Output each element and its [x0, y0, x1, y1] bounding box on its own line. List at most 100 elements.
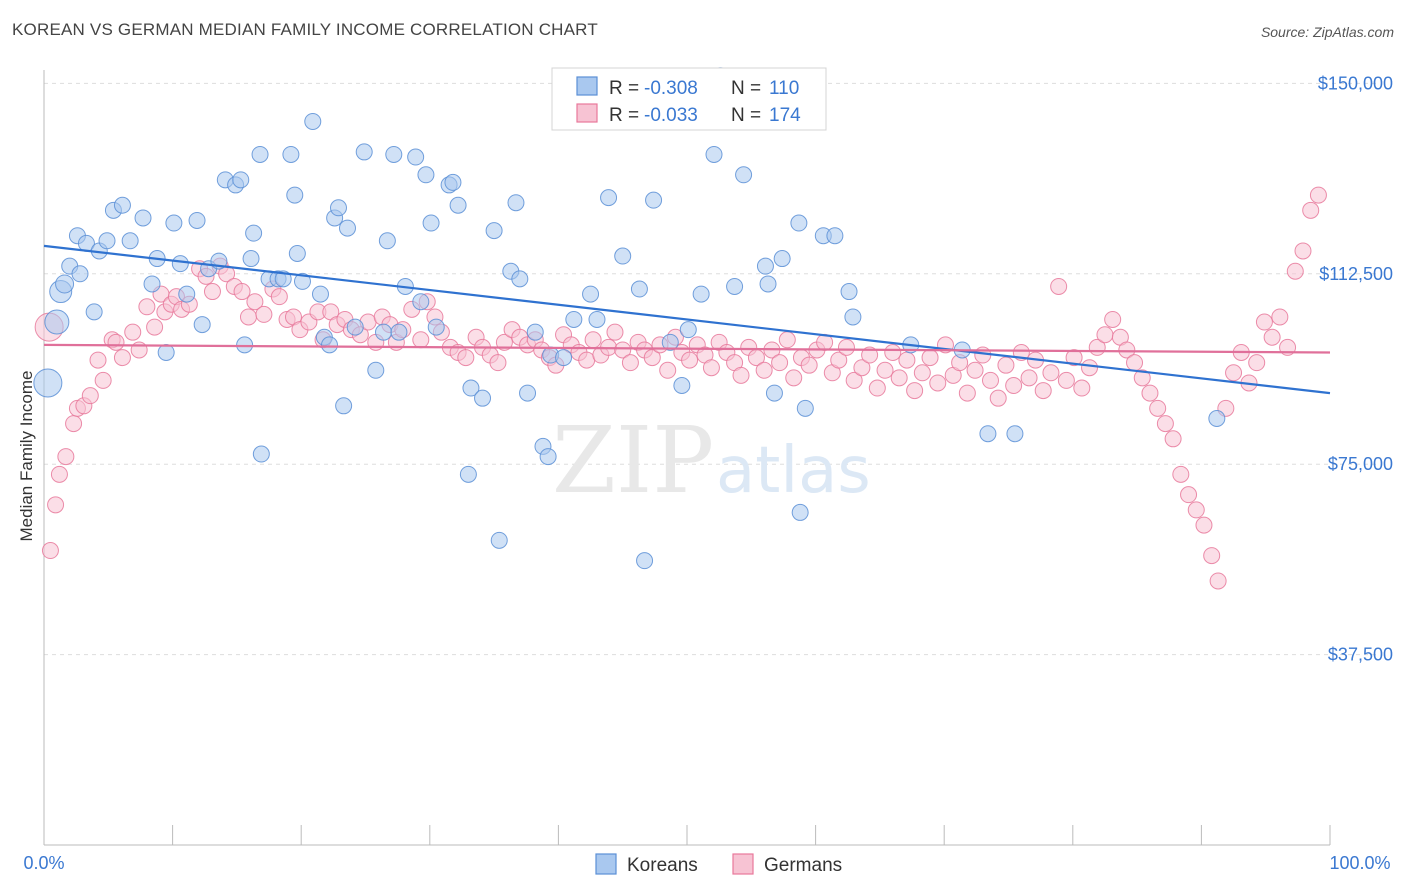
legend-box-frame: [551, 67, 827, 131]
point-germans: [845, 371, 863, 389]
legend-r-label-koreans: R =: [609, 78, 639, 99]
point-germans: [1126, 354, 1144, 372]
trend-line-germans: [43, 343, 1331, 354]
point-koreans: [143, 275, 161, 293]
point-germans: [1203, 547, 1221, 565]
point-germans: [890, 369, 908, 387]
point-koreans: [71, 265, 89, 283]
point-germans: [138, 298, 156, 316]
point-koreans: [630, 280, 648, 298]
x-tick-label-max: 100.0%: [1329, 853, 1390, 873]
y-axis-title: Median Family Income: [17, 370, 36, 541]
point-koreans: [756, 257, 774, 275]
point-germans: [489, 354, 507, 372]
point-germans: [1225, 364, 1243, 382]
point-koreans: [773, 250, 791, 268]
legend-r-label-germans: R =: [609, 105, 639, 126]
point-koreans: [193, 316, 211, 334]
point-koreans: [367, 361, 385, 379]
point-koreans: [462, 379, 480, 397]
point-koreans: [826, 227, 844, 245]
point-koreans: [614, 247, 632, 265]
point-koreans: [251, 145, 269, 163]
point-germans: [113, 349, 131, 367]
point-koreans: [673, 376, 691, 394]
point-koreans: [759, 275, 777, 293]
trend-line-koreans: [43, 244, 1331, 395]
point-koreans: [232, 171, 250, 189]
bottom-legend: Koreans Germans: [595, 853, 842, 876]
bottom-legend-label-germans: Germans: [764, 855, 842, 876]
legend-swatch-koreans: [576, 76, 598, 96]
point-koreans: [790, 214, 808, 232]
point-koreans: [134, 209, 152, 227]
point-koreans: [407, 148, 425, 166]
legend-swatch-germans: [576, 103, 598, 123]
point-koreans: [705, 145, 723, 163]
legend-n-value-koreans: 110: [769, 78, 799, 99]
point-germans: [898, 351, 916, 369]
legend-n-value-germans: 174: [769, 105, 801, 126]
point-koreans: [304, 112, 322, 130]
point-germans: [966, 361, 984, 379]
point-germans: [1081, 359, 1099, 377]
point-koreans: [329, 199, 347, 217]
point-germans: [876, 361, 894, 379]
point-germans: [800, 356, 818, 374]
point-koreans: [765, 384, 783, 402]
point-germans: [412, 331, 430, 349]
point-germans: [1141, 384, 1159, 402]
y-tick-labels: $150,000 $112,500 $75,000 $37,500: [1318, 73, 1393, 664]
point-germans: [233, 283, 251, 301]
point-germans: [1255, 313, 1273, 331]
point-germans: [124, 323, 142, 341]
point-koreans: [385, 145, 403, 163]
point-koreans: [242, 250, 260, 268]
point-koreans: [171, 255, 189, 273]
y-tick-label: $75,000: [1328, 454, 1393, 474]
point-koreans: [121, 232, 139, 250]
point-germans: [681, 351, 699, 369]
point-koreans: [844, 308, 862, 326]
point-koreans: [490, 531, 508, 549]
point-germans: [785, 369, 803, 387]
point-germans: [495, 333, 513, 351]
bottom-legend-swatch-koreans: [595, 853, 617, 875]
point-germans: [1209, 572, 1227, 590]
point-germans: [146, 318, 164, 336]
legend-box: R = -0.308 N = 110 R = -0.033 N = 174: [551, 67, 827, 131]
point-germans: [1065, 349, 1083, 367]
point-koreans: [427, 318, 445, 336]
point-germans: [1309, 186, 1327, 204]
point-koreans: [565, 310, 583, 328]
point-koreans: [293, 272, 311, 290]
point-koreans: [692, 285, 710, 303]
point-koreans: [1006, 425, 1024, 443]
point-germans: [1248, 354, 1266, 372]
point-koreans: [600, 189, 618, 207]
point-germans: [239, 308, 257, 326]
point-koreans: [113, 196, 131, 214]
point-germans: [929, 374, 947, 392]
point-koreans: [735, 166, 753, 184]
point-germans: [57, 448, 75, 466]
point-koreans: [236, 336, 254, 354]
legend-r-value-germans: -0.033: [644, 105, 698, 126]
point-koreans: [252, 445, 270, 463]
point-germans: [107, 333, 125, 351]
point-koreans: [526, 323, 544, 341]
source-credit: Source: ZipAtlas.com: [1260, 24, 1394, 40]
point-koreans: [274, 270, 292, 288]
point-germans: [246, 293, 264, 311]
point-germans: [989, 389, 1007, 407]
point-germans: [868, 379, 886, 397]
point-germans: [47, 496, 65, 514]
point-germans: [41, 542, 59, 560]
point-koreans: [33, 368, 63, 398]
point-germans: [614, 341, 632, 359]
point-koreans: [636, 552, 654, 570]
point-koreans: [378, 232, 396, 250]
point-germans: [621, 354, 639, 372]
point-koreans: [417, 166, 435, 184]
